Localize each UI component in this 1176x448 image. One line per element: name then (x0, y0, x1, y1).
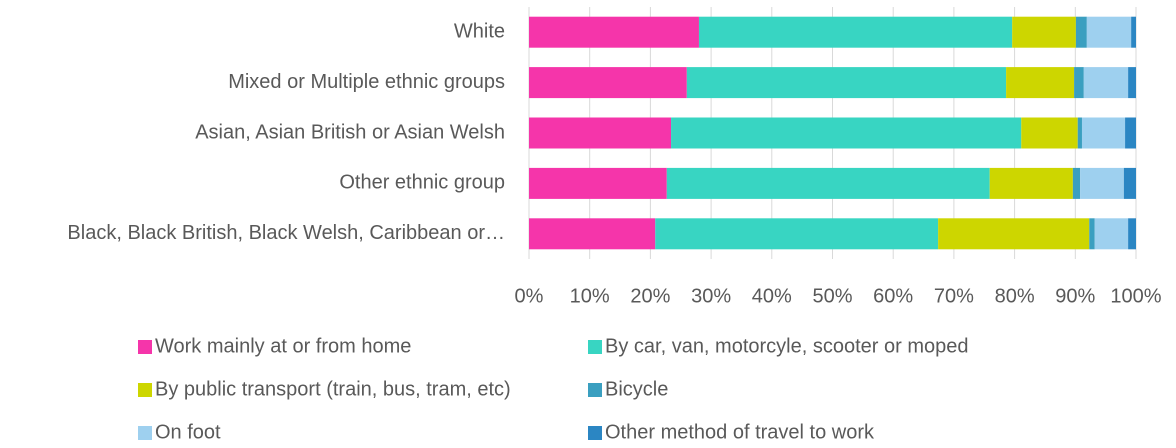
x-tick-label: 10% (570, 285, 610, 307)
x-tick-label: 60% (873, 285, 913, 307)
x-tick-label: 80% (995, 285, 1035, 307)
bar-segment (1080, 167, 1124, 199)
x-tick-label: 20% (630, 285, 670, 307)
legend-swatch (588, 383, 602, 397)
bar-segment (686, 67, 1007, 99)
bar-segment (666, 167, 990, 199)
legend-label: By public transport (train, bus, tram, e… (155, 378, 511, 400)
x-tick-label: 0% (515, 285, 544, 307)
bar-segment (1006, 67, 1075, 99)
legend-label: Other method of travel to work (605, 421, 875, 443)
bar-segment (529, 67, 687, 99)
bar-segment (989, 167, 1073, 199)
bar-segment (1125, 117, 1136, 149)
legend-swatch (138, 383, 152, 397)
x-tick-label: 40% (752, 285, 792, 307)
legend-label: Work mainly at or from home (155, 335, 411, 357)
x-tick-label: 30% (691, 285, 731, 307)
legend-swatch (588, 340, 602, 354)
bar-segment (938, 218, 1090, 250)
bar-segment (529, 117, 672, 149)
bar-segment (529, 167, 667, 199)
bar-segment (1128, 218, 1136, 250)
bar-segment (1131, 16, 1136, 48)
bar-segment (1083, 67, 1129, 99)
legend-swatch (138, 426, 152, 440)
y-tick-label: Mixed or Multiple ethnic groups (228, 71, 505, 93)
legend-label: Bicycle (605, 378, 668, 400)
bar-segment (1021, 117, 1078, 149)
y-tick-label: Other ethnic group (339, 172, 505, 194)
bar-segment (1075, 16, 1087, 48)
bar-segment (1074, 67, 1084, 99)
bar-segment (1094, 218, 1129, 250)
legend-swatch (588, 426, 602, 440)
x-tick-label: 70% (934, 285, 974, 307)
bar-segment (1128, 67, 1136, 99)
bar-segment (1077, 117, 1082, 149)
bar-segment (1086, 16, 1132, 48)
bar-segment (1081, 117, 1126, 149)
y-tick-label: Asian, Asian British or Asian Welsh (195, 121, 505, 143)
bar-segment (1072, 167, 1081, 199)
x-tick-label: 100% (1110, 285, 1161, 307)
bar-segment (1123, 167, 1136, 199)
x-tick-label: 90% (1055, 285, 1095, 307)
bar-segment (655, 218, 939, 250)
legend-label: On foot (155, 421, 221, 443)
y-tick-label: Black, Black British, Black Welsh, Carib… (67, 222, 505, 244)
bar-segment (529, 16, 699, 48)
y-tick-label: White (454, 20, 505, 42)
x-tick-label: 50% (812, 285, 852, 307)
bar-segment (671, 117, 1022, 149)
bar-segment (1012, 16, 1076, 48)
legend-label: By car, van, motorcyle, scooter or moped (605, 335, 969, 357)
bar-segment (529, 218, 656, 250)
bar-segment (1089, 218, 1095, 250)
legend-swatch (138, 340, 152, 354)
bar-segment (698, 16, 1013, 48)
